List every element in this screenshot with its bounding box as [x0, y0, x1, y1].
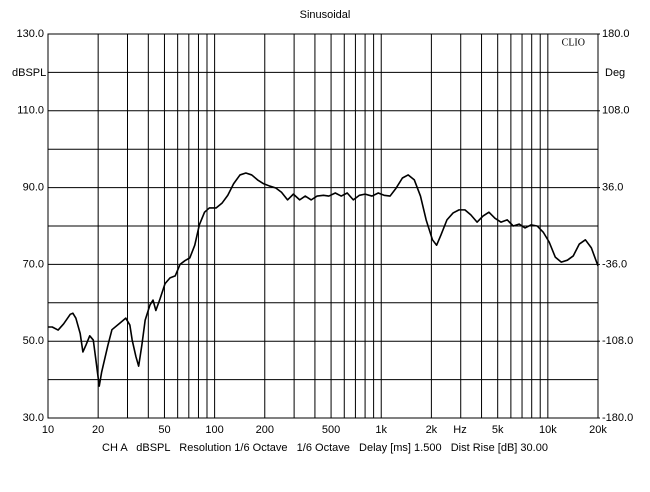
y-tick-label: 110.0: [17, 105, 44, 117]
x-tick-label: 10k: [539, 424, 557, 436]
x-unit-label: Hz: [453, 424, 466, 436]
x-tick-label: 5k: [492, 424, 504, 436]
x-tick-label: 200: [256, 424, 274, 436]
x-tick-label: 500: [322, 424, 340, 436]
chart-title: Sinusoidal: [300, 9, 351, 21]
footer: CH A dBSPL Resolution 1/6 Octave 1/6 Oct…: [102, 442, 548, 454]
x-tick-label: 10: [42, 424, 54, 436]
y2-tick-label: -180.0: [602, 412, 633, 424]
y-tick-label: 130.0: [16, 28, 44, 40]
y-axis-label: dBSPL: [12, 67, 46, 79]
plot-border: [47, 33, 599, 419]
y2-tick-label: -108.0: [602, 335, 633, 347]
y-tick-label: 30.0: [23, 412, 44, 424]
y-tick-label: 50.0: [23, 335, 44, 347]
y2-tick-label: 180.0: [602, 28, 630, 40]
response-curve: [48, 172, 599, 387]
x-tick-label: 20k: [589, 424, 607, 436]
y2-tick-label: -36.0: [602, 258, 627, 270]
x-tick-label: 1k: [375, 424, 387, 436]
y-tick-label: 70.0: [23, 258, 44, 270]
x-tick-label: 100: [205, 424, 223, 436]
y-tick-label: 90.0: [23, 182, 44, 194]
y2-tick-label: 108.0: [602, 105, 630, 117]
y2-axis-label: Deg: [605, 67, 625, 79]
annotation: CLIO: [562, 37, 585, 48]
x-tick-label: 2k: [426, 424, 438, 436]
y2-tick-label: 36.0: [602, 182, 623, 194]
x-tick-label: 50: [158, 424, 170, 436]
x-tick-label: 20: [92, 424, 104, 436]
